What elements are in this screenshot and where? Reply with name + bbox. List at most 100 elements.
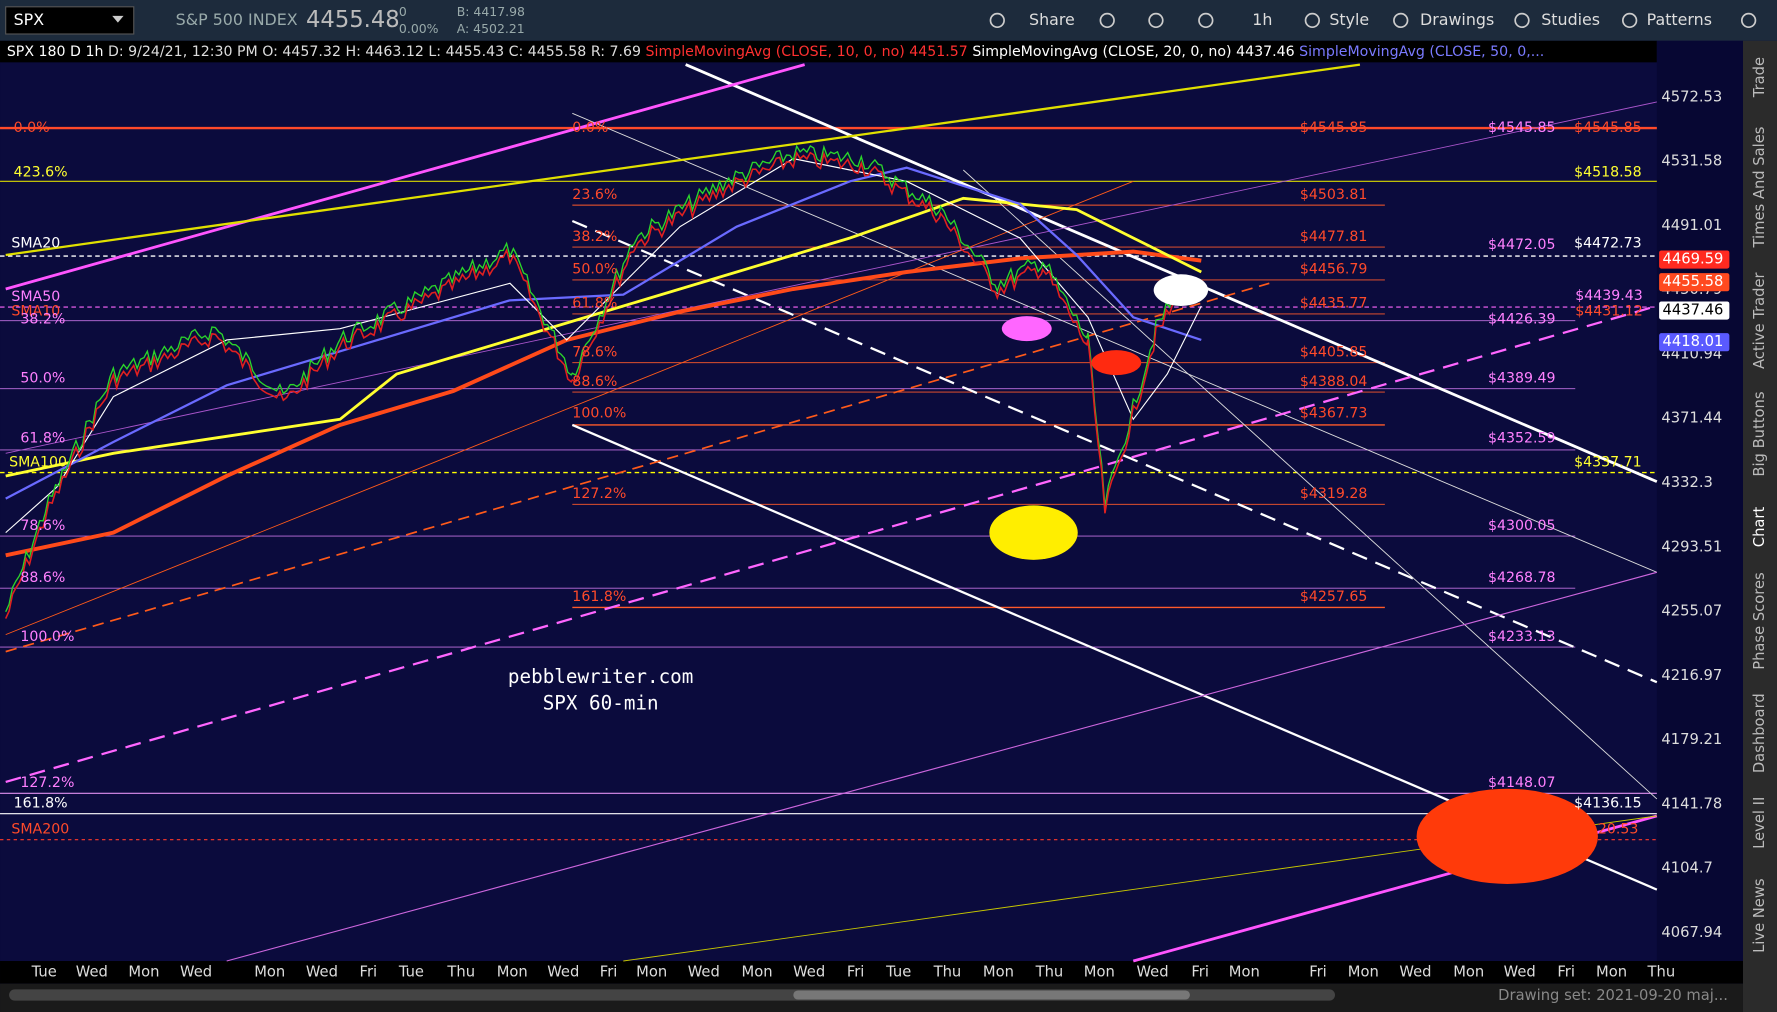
last-price: 4455.48	[306, 7, 400, 33]
time-axis-label: Wed	[547, 963, 579, 980]
annotation: $4456.79	[1300, 262, 1368, 278]
time-axis-label: Fri	[360, 963, 378, 980]
status: Drawing set: 2021-09-20 maj...	[1498, 987, 1728, 1004]
ask: A: 4502.21	[457, 21, 525, 36]
toolbar-icon[interactable]	[1198, 12, 1214, 29]
time-axis-label: Fri	[1557, 963, 1575, 980]
annotation: $4477.81	[1300, 229, 1368, 245]
annotation: $4431.12	[1575, 304, 1643, 320]
time-axis-label: Fri	[1191, 963, 1209, 980]
annotation: $4337.71	[1574, 454, 1642, 470]
sidebar-tab[interactable]: Big Buttons	[1751, 391, 1768, 476]
drawing-line	[571, 219, 1658, 684]
price-axis-label: 4179.21	[1661, 731, 1722, 748]
toolbar-button[interactable]: 1h	[1252, 10, 1272, 29]
chart-area: 0.0%423.6%SMA20SMA50SMA1038.2%50.0%61.8%…	[0, 63, 1730, 980]
toolbar-icon[interactable]	[1304, 12, 1320, 29]
annotation: 161.8%	[14, 795, 68, 811]
toolbar-icon[interactable]	[1740, 12, 1757, 29]
annotation: SMA200	[11, 822, 69, 838]
toolbar-icon[interactable]	[1622, 12, 1638, 29]
study-label: 4451.57	[909, 44, 972, 60]
study-label: SimpleMovingAvg (CLOSE, 20, 0, no)	[972, 44, 1236, 60]
annotation: $4503.81	[1300, 187, 1368, 203]
annotation: 50.0%	[572, 262, 617, 278]
sidebar-tab[interactable]: Level II	[1751, 797, 1768, 849]
time-axis-label: Mon	[254, 963, 285, 980]
annotation: $4518.58	[1574, 164, 1642, 180]
annotation: 161.8%	[572, 589, 626, 605]
annotation: $4136.15	[1574, 795, 1642, 811]
toolbar-button[interactable]: Drawings	[1420, 10, 1494, 29]
header-item: D: 9/24/21, 12:30 PM	[108, 44, 262, 60]
sidebar-tab[interactable]: Phase Scores	[1751, 572, 1768, 670]
annotation: $4300.05	[1488, 518, 1556, 534]
time-axis-label: Thu	[1647, 963, 1676, 980]
time-axis-label: Wed	[76, 963, 108, 980]
price-badge-label: 4418.01	[1663, 333, 1724, 350]
dropdown[interactable]	[112, 15, 124, 23]
price-axis-label: 4572.53	[1661, 88, 1722, 105]
annotation: 100.0%	[20, 629, 74, 645]
watermark: SPX 60-min	[543, 691, 659, 714]
time-axis-label: Fri	[847, 963, 865, 980]
toolbar-button[interactable]: Patterns	[1647, 10, 1712, 29]
instrument-name: S&P 500 INDEX	[176, 10, 298, 29]
time-axis-label: Mon	[636, 963, 667, 980]
annotation: $4405.85	[1300, 344, 1368, 360]
time-axis-label: Wed	[1399, 963, 1431, 980]
annotation: $4257.65	[1300, 589, 1368, 605]
symbol: SPX	[14, 10, 45, 29]
study-label: 4437.46	[1236, 44, 1299, 60]
sidebar-tab[interactable]: Chart	[1751, 507, 1768, 548]
time-axis-label: Wed	[306, 963, 338, 980]
time-axis	[0, 961, 1743, 984]
toolbar-icon[interactable]	[1099, 12, 1115, 29]
study-label: SimpleMovingAvg (CLOSE, 10, 0, no)	[646, 44, 910, 60]
toolbar-button[interactable]: Studies	[1541, 10, 1600, 29]
toolbar-button[interactable]: Style	[1329, 10, 1369, 29]
time-axis-label: Fri	[1309, 963, 1327, 980]
sidebar-tab[interactable]: Trade	[1751, 57, 1768, 98]
annotation: $4352.59	[1488, 431, 1556, 447]
toolbar-icon[interactable]	[989, 12, 1005, 29]
drawing-line	[5, 63, 1361, 257]
highlight	[1001, 316, 1052, 342]
toolbar-button[interactable]: Share	[1029, 10, 1075, 29]
price-axis-label: 4371.44	[1661, 410, 1722, 427]
annotation: 38.2%	[572, 229, 617, 245]
sidebar-tab[interactable]: Live News	[1751, 878, 1768, 953]
toolbar-icon[interactable]	[1393, 12, 1409, 29]
annotation: $4388.04	[1300, 374, 1368, 390]
time-axis-label: Mon	[1348, 963, 1379, 980]
header-item: L: 4455.43	[428, 44, 508, 60]
annotation: 88.6%	[572, 374, 617, 390]
toolbar-icon[interactable]	[1148, 12, 1164, 29]
price-line	[5, 144, 1200, 613]
annotation: $4545.85	[1488, 120, 1556, 136]
drawing-line	[572, 112, 1658, 573]
price-badge-label: 4437.46	[1663, 302, 1724, 319]
time-axis-label: Wed	[688, 963, 720, 980]
price-badge	[1659, 250, 1730, 269]
time-axis-label: Mon	[742, 963, 773, 980]
price-axis-label: 4332.3	[1661, 474, 1713, 491]
annotation: $4472.73	[1574, 236, 1642, 252]
annotation: 0.0%	[572, 120, 608, 136]
toolbar-icon[interactable]	[1514, 12, 1530, 29]
sma50	[5, 166, 1202, 500]
price-axis-label: 4293.51	[1661, 538, 1722, 555]
price-axis-label: 4531.58	[1661, 153, 1722, 170]
time-axis-label: Tue	[398, 963, 424, 980]
sidebar-tab[interactable]: Times And Sales	[1751, 127, 1768, 249]
scroll-thumb[interactable]	[793, 990, 1190, 1000]
sidebar-tab[interactable]: Dashboard	[1751, 693, 1768, 773]
annotation: 20.53	[1598, 822, 1639, 838]
time-axis-label: Mon	[983, 963, 1014, 980]
time-axis-label: Mon	[497, 963, 528, 980]
annotation: 23.6%	[572, 187, 617, 203]
annotation: 38.2%	[20, 312, 65, 328]
sidebar-tab[interactable]: Active Trader	[1751, 271, 1768, 369]
symbol-box[interactable]	[5, 6, 135, 35]
